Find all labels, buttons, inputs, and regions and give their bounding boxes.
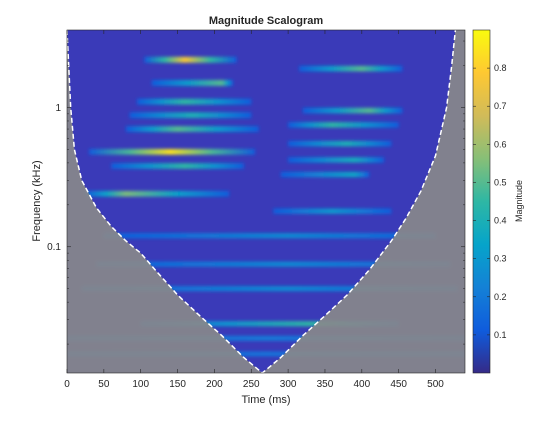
magnitude-band bbox=[125, 126, 259, 132]
y-tick-label: 0.1 bbox=[47, 242, 61, 253]
y-axis-label: Frequency (kHz) bbox=[31, 160, 43, 241]
colorbar-tick-label: 0.7 bbox=[494, 101, 507, 111]
plot-frame bbox=[66, 29, 466, 374]
x-tick-label: 350 bbox=[317, 379, 334, 390]
colorbar-label: Magnitude bbox=[514, 180, 524, 222]
x-axis-label: Time (ms) bbox=[241, 394, 290, 406]
magnitude-band bbox=[288, 157, 384, 163]
magnitude-band bbox=[103, 233, 436, 239]
magnitude-band bbox=[67, 351, 465, 357]
magnitude-band bbox=[302, 107, 403, 114]
magnitude-band bbox=[280, 171, 370, 178]
colorbar-tick-label: 0.2 bbox=[494, 292, 507, 302]
x-tick-label: 100 bbox=[132, 379, 149, 390]
chart-title: Magnitude Scalogram bbox=[209, 15, 324, 27]
magnitude-band bbox=[67, 335, 465, 341]
x-tick-label: 0 bbox=[64, 379, 70, 390]
x-tick-label: 300 bbox=[280, 379, 297, 390]
cone-of-influence-line bbox=[66, 29, 457, 374]
magnitude-band bbox=[81, 286, 458, 292]
x-tick-label: 450 bbox=[390, 379, 407, 390]
colorbar-tick-label: 0.5 bbox=[494, 177, 507, 187]
magnitude-band bbox=[85, 190, 230, 197]
x-tick-label: 150 bbox=[169, 379, 186, 390]
magnitude-band bbox=[137, 98, 252, 105]
magnitude-band bbox=[96, 261, 451, 267]
magnitude-band bbox=[151, 79, 233, 86]
x-tick-label: 50 bbox=[98, 379, 110, 390]
x-tick-label: 400 bbox=[353, 379, 370, 390]
x-tick-label: 250 bbox=[243, 379, 260, 390]
x-tick-label: 200 bbox=[206, 379, 223, 390]
magnitude-band bbox=[299, 65, 403, 72]
magnitude-band bbox=[129, 112, 252, 119]
magnitude-band bbox=[273, 208, 392, 214]
magnitude-band bbox=[288, 122, 399, 128]
colorbar-gradient bbox=[472, 29, 491, 374]
colorbar-tick-label: 0.1 bbox=[494, 330, 507, 340]
magnitude-band bbox=[288, 140, 392, 147]
colorbar-tick-label: 0.8 bbox=[494, 63, 507, 73]
colorbar-tick-label: 0.6 bbox=[494, 139, 507, 149]
colorbar: 0.1 0.2 0.3 0.4 0.5 0.6 0.7 0.8 Magnitude bbox=[472, 29, 524, 374]
magnitude-bands bbox=[67, 56, 465, 357]
plot-area bbox=[66, 29, 466, 374]
magnitude-band bbox=[111, 163, 244, 169]
y-tick-label: 1 bbox=[55, 103, 61, 114]
colorbar-ticks: 0.1 0.2 0.3 0.4 0.5 0.6 0.7 0.8 bbox=[473, 63, 507, 340]
magnitude-band bbox=[144, 56, 237, 63]
cone-of-influence-shading bbox=[67, 30, 465, 373]
x-tick-label: 500 bbox=[427, 379, 444, 390]
y-axis: 0.11 bbox=[47, 40, 465, 345]
magnitude-band bbox=[140, 321, 399, 327]
magnitude-band bbox=[89, 148, 255, 155]
x-axis: 0 50 100 150 200 250 300 350 400 450 500 bbox=[64, 30, 444, 390]
colorbar-tick-label: 0.4 bbox=[494, 216, 507, 226]
colorbar-tick-label: 0.3 bbox=[494, 254, 507, 264]
